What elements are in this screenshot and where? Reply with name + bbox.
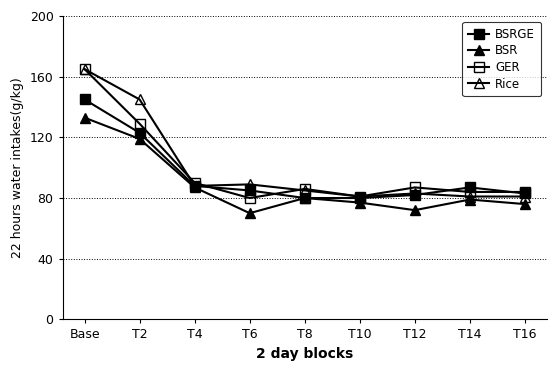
GER bbox=[246, 196, 253, 200]
BSR bbox=[136, 137, 143, 141]
Rice bbox=[522, 194, 528, 199]
GER bbox=[136, 122, 143, 126]
Y-axis label: 22 hours water intakes(g/kg): 22 hours water intakes(g/kg) bbox=[11, 77, 24, 258]
BSRGE bbox=[81, 97, 88, 102]
Legend: BSRGE, BSR, GER, Rice: BSRGE, BSR, GER, Rice bbox=[462, 22, 541, 96]
GER bbox=[191, 181, 198, 185]
Line: Rice: Rice bbox=[80, 64, 530, 201]
Rice bbox=[466, 194, 473, 199]
GER bbox=[522, 190, 528, 194]
Rice bbox=[136, 97, 143, 102]
BSRGE bbox=[357, 196, 363, 200]
BSRGE bbox=[522, 191, 528, 196]
BSR bbox=[411, 208, 418, 212]
Rice bbox=[246, 182, 253, 187]
BSR bbox=[81, 115, 88, 120]
BSR bbox=[466, 197, 473, 202]
BSR bbox=[301, 196, 308, 200]
Rice bbox=[81, 67, 88, 71]
Rice bbox=[301, 188, 308, 193]
X-axis label: 2 day blocks: 2 day blocks bbox=[256, 347, 353, 361]
GER bbox=[466, 190, 473, 194]
BSRGE bbox=[411, 193, 418, 197]
BSR bbox=[246, 211, 253, 215]
GER bbox=[357, 194, 363, 199]
GER bbox=[411, 185, 418, 190]
BSRGE bbox=[301, 196, 308, 200]
BSRGE bbox=[246, 188, 253, 193]
Line: BSRGE: BSRGE bbox=[80, 94, 530, 203]
GER bbox=[301, 187, 308, 191]
BSR bbox=[357, 201, 363, 205]
Rice bbox=[411, 191, 418, 196]
BSRGE bbox=[466, 185, 473, 190]
Rice bbox=[357, 194, 363, 199]
BSRGE bbox=[136, 131, 143, 135]
Line: BSR: BSR bbox=[80, 113, 530, 218]
BSR bbox=[191, 185, 198, 190]
Line: GER: GER bbox=[80, 64, 530, 203]
Rice bbox=[191, 184, 198, 188]
BSR bbox=[522, 202, 528, 206]
BSRGE bbox=[191, 184, 198, 188]
GER bbox=[81, 67, 88, 71]
